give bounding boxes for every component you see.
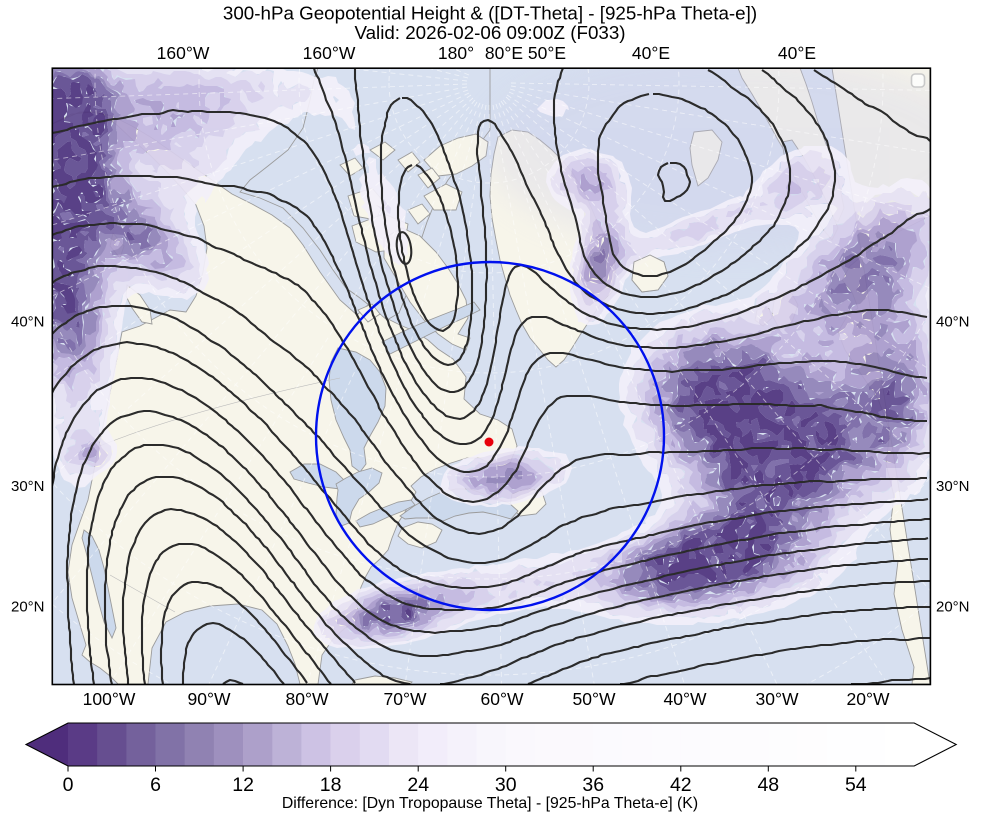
svg-text:20°N: 20°N bbox=[11, 599, 45, 616]
svg-text:12: 12 bbox=[232, 774, 254, 796]
svg-text:20°W: 20°W bbox=[847, 689, 890, 709]
svg-text:180°: 180° bbox=[438, 43, 474, 63]
svg-text:0: 0 bbox=[63, 774, 74, 796]
svg-text:30°N: 30°N bbox=[936, 478, 970, 495]
svg-text:Valid: 2026-02-06 09:00Z (F033: Valid: 2026-02-06 09:00Z (F033) bbox=[354, 22, 625, 43]
svg-text:50°E: 50°E bbox=[528, 43, 566, 63]
svg-text:40°E: 40°E bbox=[778, 43, 816, 63]
svg-text:42: 42 bbox=[670, 774, 692, 796]
svg-text:18: 18 bbox=[320, 774, 342, 796]
svg-text:36: 36 bbox=[582, 774, 604, 796]
svg-text:160°W: 160°W bbox=[157, 43, 210, 63]
svg-text:Difference: [Dyn Tropopause Th: Difference: [Dyn Tropopause Theta] - [92… bbox=[282, 795, 698, 812]
svg-text:100°W: 100°W bbox=[83, 689, 136, 709]
svg-text:60°W: 60°W bbox=[481, 689, 524, 709]
svg-text:80°W: 80°W bbox=[286, 689, 329, 709]
svg-text:300-hPa Geopotential Height &: 300-hPa Geopotential Height & ([DT-Theta… bbox=[223, 3, 757, 24]
svg-text:40°E: 40°E bbox=[632, 43, 670, 63]
svg-text:40°W: 40°W bbox=[664, 689, 707, 709]
svg-text:40°N: 40°N bbox=[936, 314, 970, 331]
svg-text:90°W: 90°W bbox=[188, 689, 231, 709]
svg-text:48: 48 bbox=[757, 774, 779, 796]
svg-text:24: 24 bbox=[407, 774, 429, 796]
svg-text:6: 6 bbox=[150, 774, 161, 796]
svg-text:160°W: 160°W bbox=[303, 43, 356, 63]
svg-text:40°N: 40°N bbox=[11, 314, 45, 331]
svg-text:30°W: 30°W bbox=[756, 689, 799, 709]
svg-text:70°W: 70°W bbox=[384, 689, 427, 709]
svg-text:30: 30 bbox=[495, 774, 517, 796]
svg-text:50°W: 50°W bbox=[573, 689, 616, 709]
svg-text:54: 54 bbox=[845, 774, 867, 796]
svg-text:20°N: 20°N bbox=[936, 599, 970, 616]
svg-text:30°N: 30°N bbox=[11, 478, 45, 495]
svg-text:80°E: 80°E bbox=[485, 43, 523, 63]
